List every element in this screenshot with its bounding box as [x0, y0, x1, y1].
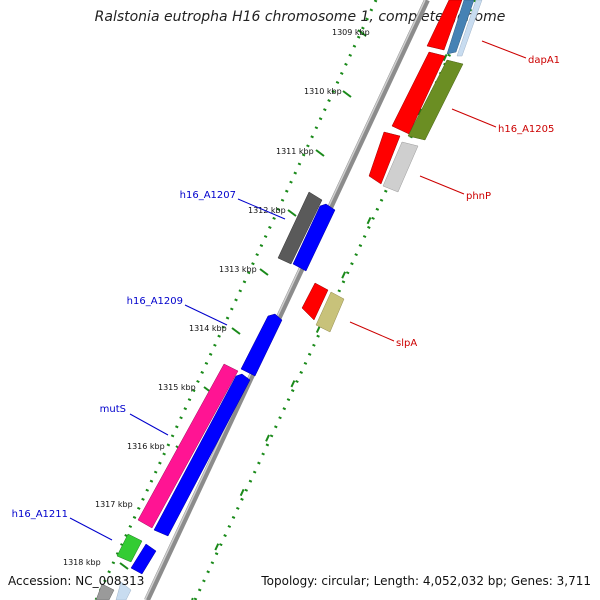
- gene-arrow-red[interactable]: [368, 131, 401, 185]
- gene-arrow-pink[interactable]: [137, 363, 239, 529]
- gene-label-h16-A1209[interactable]: h16_A1209: [127, 296, 183, 307]
- tick-mark: [315, 149, 325, 157]
- tick-mark: [357, 29, 367, 37]
- tick-mark: [342, 90, 352, 98]
- leader-line: [451, 108, 497, 128]
- gene-arrow-dark-gray[interactable]: [277, 191, 323, 265]
- genome-backbone-highlight: [144, 0, 426, 600]
- leader-line: [184, 304, 228, 326]
- gene-label-phnP[interactable]: phnP: [466, 191, 491, 202]
- tick-mark: [119, 562, 129, 570]
- gene-arrow-red[interactable]: [301, 282, 329, 321]
- genome-summary-text: Topology: circular; Length: 4,052,032 bp…: [261, 574, 591, 588]
- accession-text: Accession: NC_008313: [8, 574, 145, 588]
- gene-arrow-green[interactable]: [116, 533, 143, 563]
- kbp-label: 1310 kbp: [304, 87, 342, 96]
- tick-mark: [287, 209, 297, 217]
- gene-arrow-light-blue[interactable]: [115, 581, 132, 600]
- leader-line: [69, 517, 113, 541]
- kbp-label: 1314 kbp: [189, 324, 227, 333]
- gene-label-h16-A1211[interactable]: h16_A1211: [12, 509, 68, 520]
- kbp-label: 1318 kbp: [63, 558, 101, 567]
- inner-dotted-track: [94, 0, 378, 600]
- tick-mark: [259, 268, 269, 276]
- leader-line: [481, 40, 527, 59]
- gene-label-h16-A1205[interactable]: h16_A1205: [498, 124, 554, 135]
- kbp-label: 1316 kbp: [127, 442, 165, 451]
- leader-line: [349, 321, 395, 342]
- genome-backbone: [144, 0, 430, 600]
- tick-mark: [231, 327, 241, 335]
- gene-arrow-gray[interactable]: [95, 583, 115, 600]
- gene-label-mutS[interactable]: mutS: [100, 404, 126, 415]
- kbp-label: 1317 kbp: [95, 500, 133, 509]
- kbp-label: 1313 kbp: [219, 265, 257, 274]
- kbp-label: 1312 kbp: [248, 206, 286, 215]
- gene-arrow-khaki[interactable]: [315, 291, 345, 333]
- leader-line: [129, 413, 169, 436]
- kbp-label: 1315 kbp: [158, 383, 196, 392]
- gene-arrow-blue[interactable]: [292, 203, 336, 272]
- gene-arrow-blue[interactable]: [153, 373, 251, 537]
- gene-label-slpA[interactable]: slpA: [396, 338, 417, 349]
- gene-label-h16-A1207[interactable]: h16_A1207: [180, 190, 236, 201]
- gene-arrow-steel-blue[interactable]: [446, 0, 475, 55]
- kbp-label: 1311 kbp: [276, 147, 314, 156]
- leader-line: [419, 175, 465, 195]
- gene-label-dapA1[interactable]: dapA1: [528, 55, 560, 66]
- gene-arrow-light-blue[interactable]: [456, 0, 483, 57]
- leader-line: [237, 198, 286, 220]
- gene-arrow-red[interactable]: [426, 0, 463, 51]
- kbp-label: 1309 kbp: [332, 28, 370, 37]
- map-title: Ralstonia eutropha H16 chromosome 1, com…: [94, 9, 506, 25]
- gene-arrow-light-gray[interactable]: [382, 141, 419, 193]
- gene-arrow-blue[interactable]: [240, 313, 283, 377]
- gene-arrow-blue[interactable]: [130, 543, 157, 575]
- gene-arrow-olive[interactable]: [407, 59, 464, 141]
